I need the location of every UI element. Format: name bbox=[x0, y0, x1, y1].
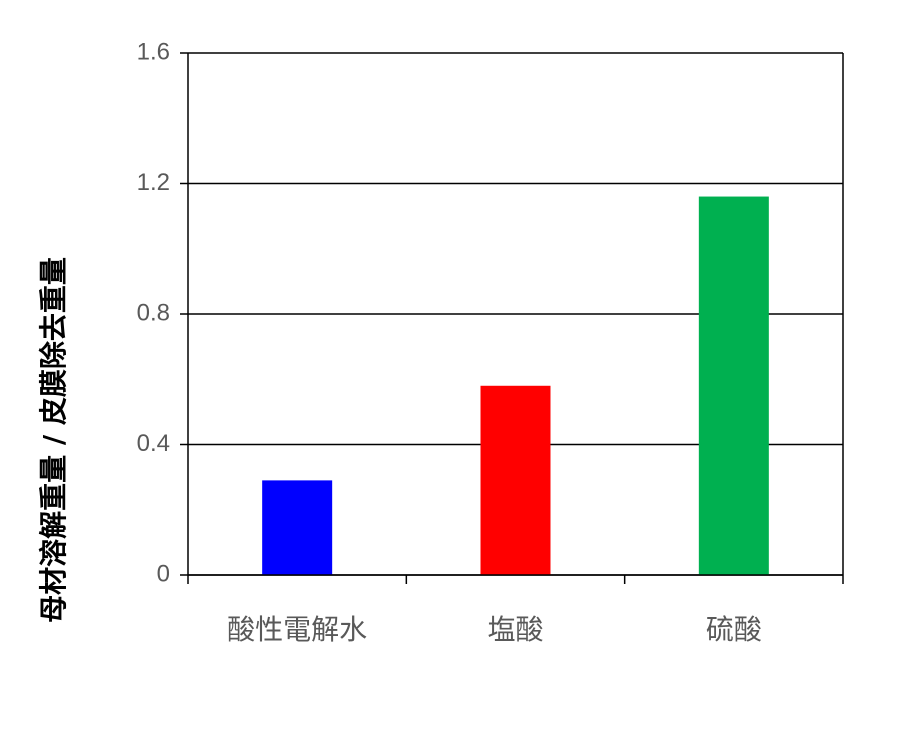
x-tick-label: 塩酸 bbox=[487, 613, 543, 646]
y-tick-label: 1.6 bbox=[137, 38, 170, 65]
x-tick-label: 硫酸 bbox=[706, 613, 762, 646]
y-tick-label: 1.2 bbox=[137, 169, 170, 196]
y-tick-label: 0.4 bbox=[137, 430, 170, 457]
y-tick-label: 0.8 bbox=[137, 299, 170, 326]
bar bbox=[698, 196, 769, 576]
bar bbox=[480, 385, 551, 575]
y-tick-label: 0 bbox=[157, 560, 170, 587]
y-axis-title: 母材溶解重量 / 皮膜除去重量 bbox=[37, 257, 70, 623]
x-tick-label: 酸性電解水 bbox=[227, 613, 367, 646]
bar bbox=[262, 480, 333, 575]
